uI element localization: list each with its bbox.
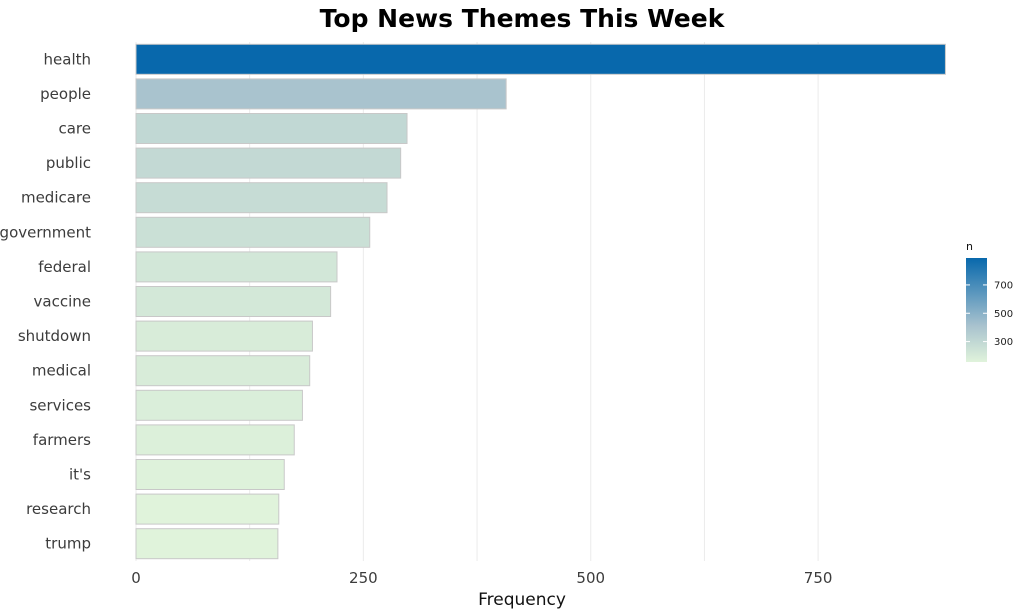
x-tick-label: 750 xyxy=(804,569,833,587)
bars xyxy=(135,43,946,560)
chart-title: Top News Themes This Week xyxy=(320,4,726,33)
x-tick-label: 500 xyxy=(576,569,605,587)
legend-tick-label: 700 xyxy=(994,280,1013,291)
category-label: farmers xyxy=(33,431,91,449)
legend-title: n xyxy=(966,240,973,253)
category-label: services xyxy=(29,396,91,414)
category-label: trump xyxy=(45,535,91,553)
x-axis-title: Frequency xyxy=(478,590,566,610)
category-label: people xyxy=(40,85,91,103)
bar-services xyxy=(135,389,303,421)
bar-farmers xyxy=(135,424,295,456)
category-label: medicare xyxy=(21,189,91,207)
category-label: vaccine xyxy=(34,293,91,311)
x-axis-ticks: 0 250 500 750 xyxy=(131,569,832,587)
category-label: research xyxy=(26,500,91,518)
x-tick-label: 250 xyxy=(349,569,378,587)
bar-public xyxy=(135,147,402,179)
bar-shutdown xyxy=(135,320,313,352)
category-labels: health people care public medicare government… xyxy=(0,50,91,552)
category-label: government xyxy=(0,223,91,241)
category-label: it's xyxy=(69,466,91,484)
bar-it-s xyxy=(135,459,285,490)
x-tick-label: 0 xyxy=(131,569,141,587)
bar-people xyxy=(135,78,507,110)
bar-research xyxy=(135,493,280,525)
category-label: federal xyxy=(38,258,91,276)
bar-medicare xyxy=(135,182,388,214)
bar-care xyxy=(135,113,408,144)
category-label: medical xyxy=(32,362,91,380)
legend-tick-label: 500 xyxy=(994,309,1013,320)
category-label: health xyxy=(44,50,91,68)
bar-vaccine xyxy=(135,286,332,317)
category-label: shutdown xyxy=(18,327,91,345)
bar-medical xyxy=(135,355,311,387)
bar-trump xyxy=(135,528,279,560)
legend-tick-label: 300 xyxy=(994,337,1013,348)
color-legend: n 300 500 700 xyxy=(966,240,1013,362)
bar-government xyxy=(135,216,371,248)
category-label: care xyxy=(58,120,91,138)
legend-color-bar xyxy=(966,258,987,362)
bar-federal xyxy=(135,251,338,283)
bar-health xyxy=(135,43,946,75)
category-label: public xyxy=(46,154,91,172)
